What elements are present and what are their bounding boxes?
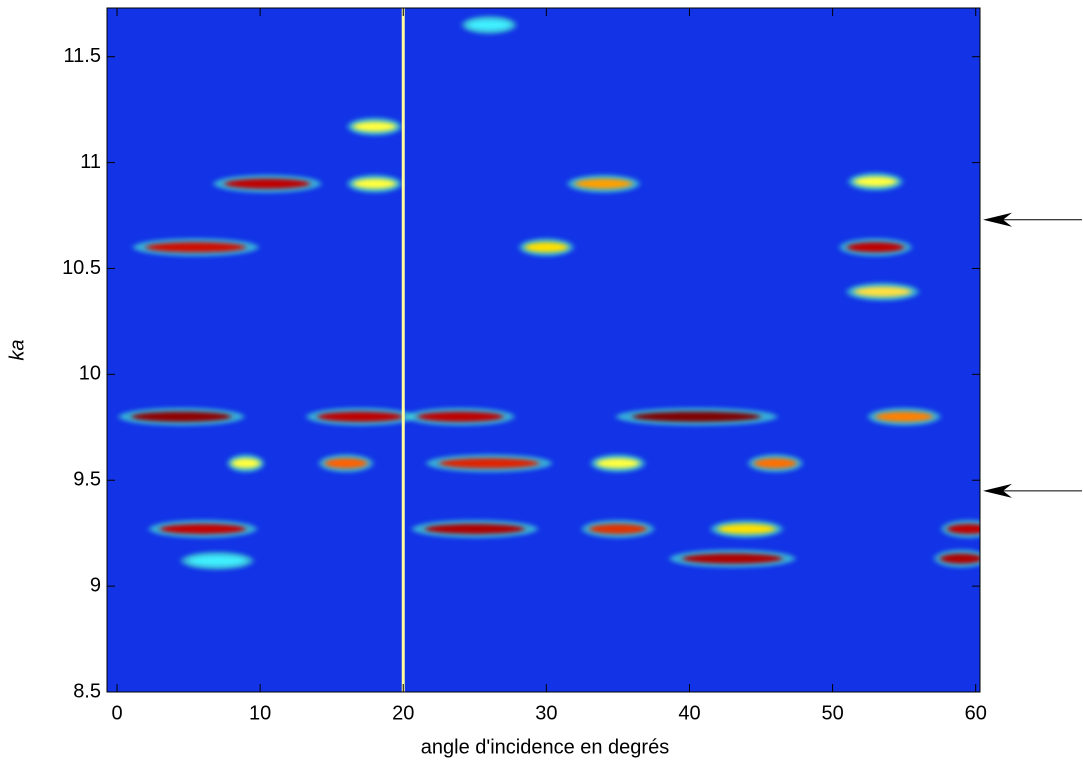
hotspot [682,553,783,564]
hotspot [324,458,368,469]
hotspot [846,242,905,253]
x-tick-label: 10 [249,702,271,724]
y-tick-label: 10.5 [62,257,101,279]
hotspot [524,242,568,253]
hotspot [145,242,246,253]
hotspot [439,458,540,469]
hotspot [596,458,640,469]
x-tick-label: 50 [821,702,843,724]
hotspot [753,458,797,469]
y-tick-label: 8.5 [73,680,101,702]
y-tick-label: 11.5 [64,45,101,67]
hotspot [188,555,246,566]
hotspot [854,286,912,297]
x-tick-label: 0 [111,702,122,724]
hotspot [718,523,776,534]
hotspot [353,121,397,132]
hotspot [424,523,525,534]
y-tick-label: 11 [80,151,101,173]
x-tick-label: 40 [678,702,700,724]
arrow-head [983,483,1012,498]
hotspot [159,523,246,534]
x-axis-label: angle d'incidence en degrés [421,736,669,758]
x-tick-label: 20 [392,702,414,724]
hotspot [417,411,504,422]
y-tick-label: 9.5 [73,469,101,491]
y-tick-label: 9 [90,574,101,596]
x-tick-label: 60 [965,702,987,724]
x-tick-label: 30 [535,702,557,724]
hotspot [224,178,311,189]
hotspot [231,458,261,469]
plot-frame [106,7,981,693]
hotspot [939,553,980,564]
hotspot [353,178,397,189]
heatmap [107,8,980,692]
hotspot [317,411,404,422]
hotspot [131,411,232,422]
y-tick-label: 10 [79,363,101,385]
hotspot [854,176,897,187]
hotspot [574,178,633,189]
hotspot [632,411,762,422]
hotspot [947,523,980,534]
y-axis-label: ka [6,339,28,360]
arrow-head [983,212,1012,227]
hotspot [467,19,511,30]
heatmap-background [107,8,980,692]
hotspot [589,523,647,534]
hotspot [875,411,933,422]
